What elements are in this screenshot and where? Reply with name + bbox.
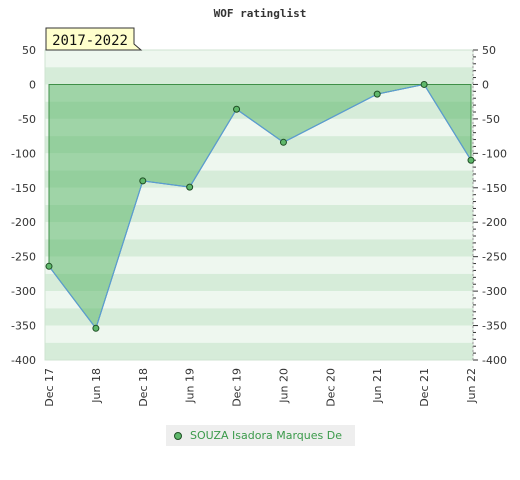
y-tick-label-left: -50 [18, 113, 36, 126]
background-band [45, 239, 473, 257]
background-band [45, 325, 473, 343]
data-point [139, 177, 147, 185]
data-points [45, 80, 475, 332]
plot-border [44, 49, 474, 361]
y-tick-label-right: -100 [482, 147, 507, 160]
data-point [279, 138, 287, 146]
background-band [45, 187, 473, 205]
data-point [233, 105, 241, 113]
x-tick-label: Dec 18 [137, 368, 150, 407]
data-point [420, 80, 428, 88]
data-point [92, 324, 100, 332]
axis-ticks [472, 49, 478, 361]
y-tick-label-right: -350 [482, 320, 507, 333]
y-tick-label-right: -150 [482, 182, 507, 195]
background-band [45, 50, 473, 68]
y-tick-label-left: 50 [22, 44, 36, 57]
y-tick-label-left: -350 [11, 320, 36, 333]
x-tick-label: Dec 17 [43, 368, 56, 407]
x-axis-labels: Dec 17 Jun 18 Dec 18 Jun 19 Dec 19 Jun 20 Dec … [43, 368, 478, 407]
x-tick-label: Jun 21 [371, 368, 384, 404]
y-tick-label-left: -300 [11, 285, 36, 298]
x-tick-label: Jun 19 [184, 368, 197, 404]
y-tick-label-left: -200 [11, 216, 36, 229]
legend: SOUZA Isadora Marques De [166, 425, 355, 446]
y-tick-label-right: -300 [482, 285, 507, 298]
background-band [45, 342, 473, 360]
y-tick-label-right: -400 [482, 354, 507, 367]
data-point [373, 90, 381, 98]
x-tick-label: Dec 21 [418, 368, 431, 407]
data-point [45, 262, 53, 270]
x-tick-label: Dec 20 [324, 368, 337, 407]
background-band [45, 205, 473, 223]
y-tick-label-left: -100 [11, 147, 36, 160]
y-tick-label-right: -200 [482, 216, 507, 229]
x-tick-label: Jun 20 [277, 368, 290, 404]
y-tick-label-left: -250 [11, 251, 36, 264]
legend-label: SOUZA Isadora Marques De [190, 429, 342, 442]
y-axis-right-labels: 50 0 -50 -100 -150 -200 -250 -300 -350 -400 [482, 44, 507, 367]
background-band [45, 67, 473, 85]
chart-title: WOF ratinglist [214, 7, 307, 20]
y-tick-label-left: -400 [11, 354, 36, 367]
y-tick-label-right: -250 [482, 251, 507, 264]
y-tick-label-right: 0 [482, 78, 489, 91]
x-tick-label: Jun 18 [90, 368, 103, 404]
period-badge: 2017-2022 [45, 27, 143, 51]
background-band [45, 256, 473, 274]
data-point [186, 183, 194, 191]
x-tick-label: Dec 19 [231, 368, 244, 407]
legend-marker-icon [174, 431, 182, 440]
y-tick-label-left: 0 [29, 78, 36, 91]
y-tick-label-left: -150 [11, 182, 36, 195]
x-tick-label: Jun 22 [465, 368, 478, 404]
background-band [45, 222, 473, 240]
background-band [45, 291, 473, 309]
y-axis-left-labels: 50 0 -50 -100 -150 -200 -250 -300 -350 -400 [11, 44, 36, 367]
data-point [467, 156, 475, 164]
background-band [45, 273, 473, 292]
period-label: 2017-2022 [52, 33, 128, 49]
y-tick-label-right: -50 [482, 113, 500, 126]
background-band [45, 308, 473, 326]
y-tick-label-right: 50 [482, 44, 496, 57]
